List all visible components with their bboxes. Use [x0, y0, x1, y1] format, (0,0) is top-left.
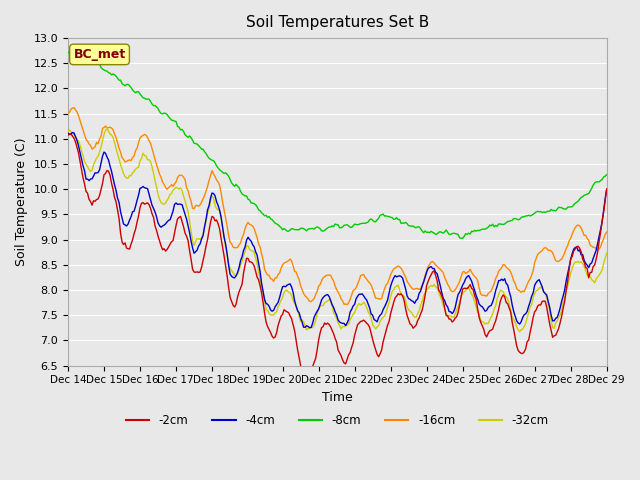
Text: BC_met: BC_met	[74, 48, 125, 61]
Y-axis label: Soil Temperature (C): Soil Temperature (C)	[15, 138, 28, 266]
X-axis label: Time: Time	[322, 391, 353, 404]
Legend: -2cm, -4cm, -8cm, -16cm, -32cm: -2cm, -4cm, -8cm, -16cm, -32cm	[121, 409, 554, 432]
Title: Soil Temperatures Set B: Soil Temperatures Set B	[246, 15, 429, 30]
